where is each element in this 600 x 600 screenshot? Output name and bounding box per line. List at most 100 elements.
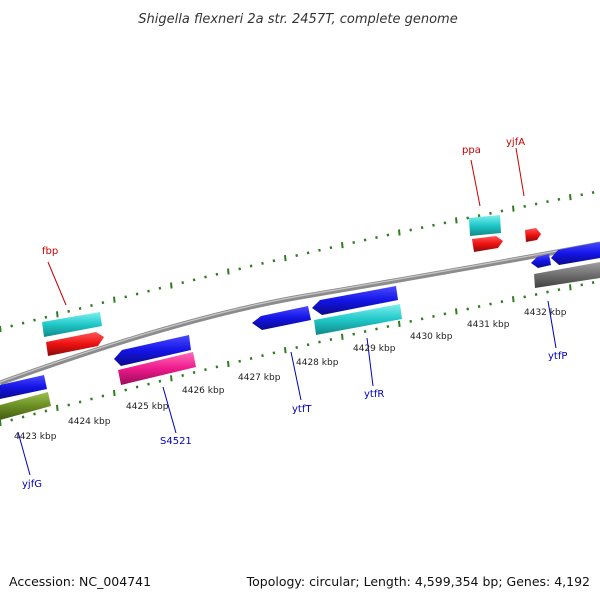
tick-mark (67, 403, 71, 407)
tick-mark (318, 248, 321, 252)
gene-arrow-ytfR-blue[interactable] (312, 286, 398, 315)
tick-mark (113, 389, 116, 397)
tick-mark (10, 324, 14, 328)
tick-mark (135, 292, 139, 296)
tick-mark (33, 318, 36, 322)
tick-mark (546, 290, 549, 294)
genome-backbone-highlight (0, 242, 600, 383)
tick-mark (512, 205, 515, 212)
tick-mark (341, 242, 344, 249)
tick-mark (466, 307, 470, 311)
tick-mark (591, 190, 595, 194)
tick-mark (158, 379, 162, 383)
tick-mark (124, 388, 128, 392)
gene-block-ppa-cyan[interactable] (469, 215, 501, 236)
gene-arrow-blue-right-edge[interactable] (551, 242, 600, 265)
tick-mark (44, 409, 48, 413)
tick-mark (0, 325, 2, 333)
tick-mark (375, 327, 378, 331)
scale-label: 4431 kbp (467, 320, 510, 330)
gene-arrow-yjfA-red[interactable] (525, 228, 541, 242)
gene-arrow-fbp-red[interactable] (46, 332, 104, 356)
tick-mark (227, 360, 230, 368)
tick-mark (124, 295, 128, 299)
tick-mark (238, 359, 242, 363)
tick-mark (455, 217, 458, 224)
tick-mark (181, 281, 185, 285)
tick-mark (409, 228, 413, 232)
gene-arrow-blue-left-edge[interactable] (0, 375, 47, 399)
tick-mark (227, 268, 230, 275)
tick-mark (147, 289, 150, 293)
tick-mark (443, 312, 447, 316)
tick-mark (56, 404, 59, 411)
tick-mark (569, 194, 572, 201)
tick-mark (10, 418, 14, 422)
scale-label: 4430 kbp (410, 332, 453, 342)
tick-mark (158, 286, 162, 290)
gene-label-ytfR: ytfR (364, 389, 384, 400)
tick-mark (238, 267, 242, 271)
bottom-tick-row (0, 281, 595, 427)
tick-mark (249, 356, 253, 360)
top-tick-row (0, 190, 595, 333)
tick-mark (78, 400, 82, 404)
tick-mark (215, 272, 219, 276)
tick-mark (329, 337, 333, 341)
tick-mark (477, 214, 481, 218)
tick-mark (398, 320, 401, 327)
tick-mark (204, 368, 207, 372)
gene-block-fbp-cyan[interactable] (42, 312, 102, 337)
tick-mark (420, 226, 424, 230)
gene-arrow-ytfT-blue[interactable] (252, 306, 311, 330)
tick-mark (306, 251, 310, 255)
gene-block-ytfP-gray[interactable] (534, 262, 600, 288)
tick-mark (272, 351, 276, 355)
tick-mark (341, 333, 344, 340)
gene-block-yjfG-olive[interactable] (0, 392, 51, 420)
tick-mark (261, 354, 264, 358)
tick-mark (420, 317, 424, 321)
genome-backbone (0, 241, 600, 386)
gene-arrow-blue-s4521[interactable] (114, 335, 191, 366)
tick-mark (569, 284, 572, 291)
gene-arrow-ppa-red[interactable] (472, 236, 503, 252)
tick-mark (192, 371, 196, 375)
tick-mark (0, 419, 2, 427)
tick-mark (363, 330, 367, 334)
tick-mark (284, 255, 287, 262)
tick-mark (272, 259, 276, 263)
tick-mark (318, 340, 321, 344)
gene-label-yjfA: yjfA (506, 137, 525, 148)
tick-mark (352, 241, 356, 245)
tick-mark (534, 202, 538, 206)
map-title: Shigella flexneri 2a str. 2457T, complet… (138, 12, 457, 27)
gene-block-ytfR-cyan[interactable] (314, 304, 402, 335)
tick-mark (500, 300, 504, 304)
tick-mark (375, 235, 378, 239)
tick-mark (489, 302, 492, 306)
tick-mark (204, 275, 207, 279)
tick-mark (101, 301, 105, 305)
tick-mark (284, 347, 287, 354)
tick-mark (192, 278, 196, 282)
tick-mark (295, 253, 299, 257)
tick-mark (398, 229, 401, 236)
tick-mark (432, 223, 435, 227)
tick-mark (261, 261, 264, 265)
tick-mark (512, 296, 515, 303)
gene-arrow-ytfP-blue[interactable] (531, 254, 551, 268)
tick-mark (534, 292, 538, 296)
scale-label: 4428 kbp (296, 358, 339, 368)
tick-mark (21, 415, 25, 419)
tick-mark (147, 382, 150, 386)
tick-mark (432, 314, 435, 318)
tick-mark (557, 288, 561, 292)
tick-mark (386, 324, 390, 328)
tick-mark (113, 296, 116, 303)
tick-mark (455, 308, 458, 315)
scale-label: 4426 kbp (182, 386, 225, 396)
tick-mark (363, 238, 367, 242)
gene-block-S4521-pink[interactable] (118, 352, 196, 385)
